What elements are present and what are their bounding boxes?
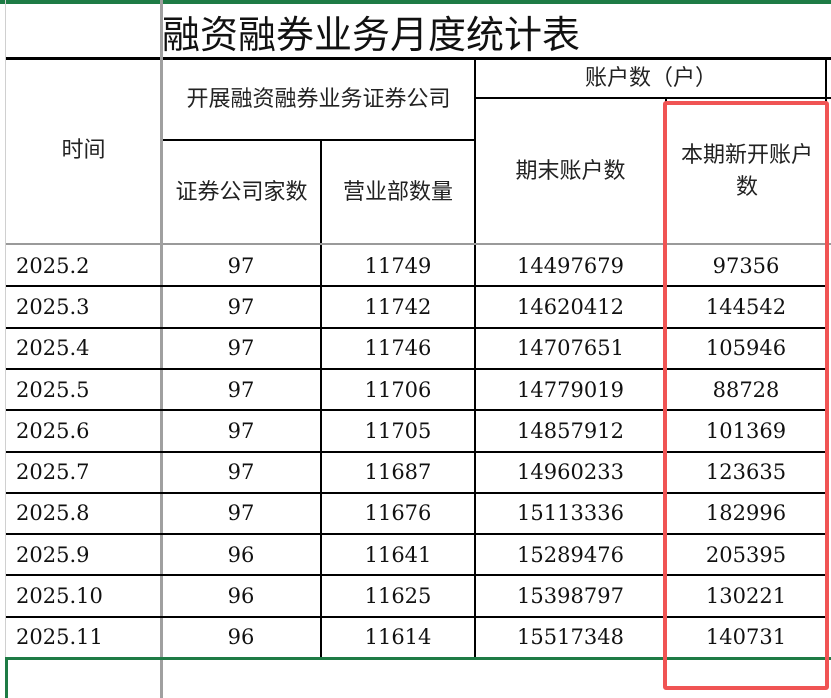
row-divider <box>6 367 827 370</box>
cell-end-accounts[interactable]: 15289476 <box>517 542 624 567</box>
row-header-edge <box>5 0 6 698</box>
row-divider <box>6 533 827 536</box>
grid-line <box>476 97 831 99</box>
cell-branch-count[interactable]: 11641 <box>364 542 432 567</box>
cell-new-accounts[interactable]: 144542 <box>705 294 787 319</box>
cell-broker-count[interactable]: 97 <box>227 294 255 319</box>
header-time: 时间 <box>61 138 106 163</box>
cell-new-accounts[interactable]: 97356 <box>712 253 780 278</box>
cell-new-accounts[interactable]: 182996 <box>705 501 787 526</box>
row-divider <box>6 491 827 494</box>
cell-end-accounts[interactable]: 14497679 <box>517 253 624 278</box>
sheet-title: 融资融券业务月度统计表 <box>162 12 581 57</box>
cell-branch-count[interactable]: 11746 <box>364 336 432 361</box>
grid-line <box>161 139 476 141</box>
cell-time[interactable]: 2025.4 <box>16 336 90 361</box>
header-branch-count: 营业部数量 <box>342 180 453 205</box>
cell-broker-count[interactable]: 97 <box>227 377 255 402</box>
cell-time[interactable]: 2025.7 <box>16 460 90 485</box>
cell-broker-count[interactable]: 97 <box>227 460 255 485</box>
cell-new-accounts[interactable]: 140731 <box>705 625 787 650</box>
cell-end-accounts[interactable]: 15517348 <box>517 625 624 650</box>
cell-branch-count[interactable]: 11706 <box>364 377 432 402</box>
cell-new-accounts[interactable]: 88728 <box>712 377 780 402</box>
row-divider <box>6 409 827 412</box>
cell-new-accounts[interactable]: 101369 <box>705 418 787 443</box>
cell-branch-count[interactable]: 11742 <box>364 294 432 319</box>
row-divider <box>6 450 827 453</box>
cell-broker-count[interactable]: 97 <box>227 501 255 526</box>
selected-cell-border[interactable] <box>5 657 831 698</box>
cell-end-accounts[interactable]: 15113336 <box>517 501 624 526</box>
cell-broker-count[interactable]: 96 <box>227 542 255 567</box>
cell-new-accounts[interactable]: 130221 <box>705 584 787 609</box>
cell-branch-count[interactable]: 11676 <box>364 501 432 526</box>
cell-broker-count[interactable]: 97 <box>227 336 255 361</box>
header-account-group: 账户数（户） <box>584 66 717 91</box>
cell-time[interactable]: 2025.6 <box>16 418 90 443</box>
cell-broker-count[interactable]: 96 <box>227 625 255 650</box>
cell-branch-count[interactable]: 11625 <box>364 584 432 609</box>
selection-border-top <box>0 0 831 4</box>
row-divider <box>6 615 827 618</box>
cell-branch-count[interactable]: 11705 <box>364 418 432 443</box>
cell-time[interactable]: 2025.2 <box>16 253 90 278</box>
cell-time[interactable]: 2025.11 <box>16 625 103 650</box>
cell-time[interactable]: 2025.10 <box>16 584 103 609</box>
header-broker-group: 开展融资融券业务证券公司 <box>186 87 451 112</box>
header-end-accounts: 期末账户数 <box>515 159 626 184</box>
header-new-accounts: 本期新开账户数 <box>680 143 813 200</box>
column-separator <box>160 0 163 698</box>
header-broker-count: 证券公司家数 <box>175 180 308 205</box>
cell-new-accounts[interactable]: 105946 <box>705 336 787 361</box>
cell-end-accounts[interactable]: 14960233 <box>517 460 624 485</box>
row-divider <box>6 285 827 288</box>
cell-end-accounts[interactable]: 14857912 <box>517 418 624 443</box>
cell-time[interactable]: 2025.5 <box>16 377 90 402</box>
grid-line <box>6 57 831 60</box>
cell-branch-count[interactable]: 11749 <box>364 253 432 278</box>
cell-branch-count[interactable]: 11614 <box>364 625 432 650</box>
row-divider <box>6 574 827 577</box>
highlight-box <box>663 101 829 690</box>
cell-broker-count[interactable]: 97 <box>227 253 255 278</box>
cell-time[interactable]: 2025.3 <box>16 294 90 319</box>
cell-new-accounts[interactable]: 123635 <box>705 460 787 485</box>
cell-end-accounts[interactable]: 14707651 <box>517 336 624 361</box>
cell-end-accounts[interactable]: 14779019 <box>517 377 624 402</box>
cell-end-accounts[interactable]: 15398797 <box>517 584 624 609</box>
cell-end-accounts[interactable]: 14620412 <box>517 294 624 319</box>
grid-line <box>6 243 831 245</box>
cell-branch-count[interactable]: 11687 <box>364 460 432 485</box>
row-divider <box>6 326 827 329</box>
cell-new-accounts[interactable]: 205395 <box>705 542 787 567</box>
cell-broker-count[interactable]: 97 <box>227 418 255 443</box>
cell-time[interactable]: 2025.9 <box>16 542 90 567</box>
cell-time[interactable]: 2025.8 <box>16 501 90 526</box>
cell-broker-count[interactable]: 96 <box>227 584 255 609</box>
grid-line <box>320 140 322 658</box>
grid-line <box>474 58 476 658</box>
